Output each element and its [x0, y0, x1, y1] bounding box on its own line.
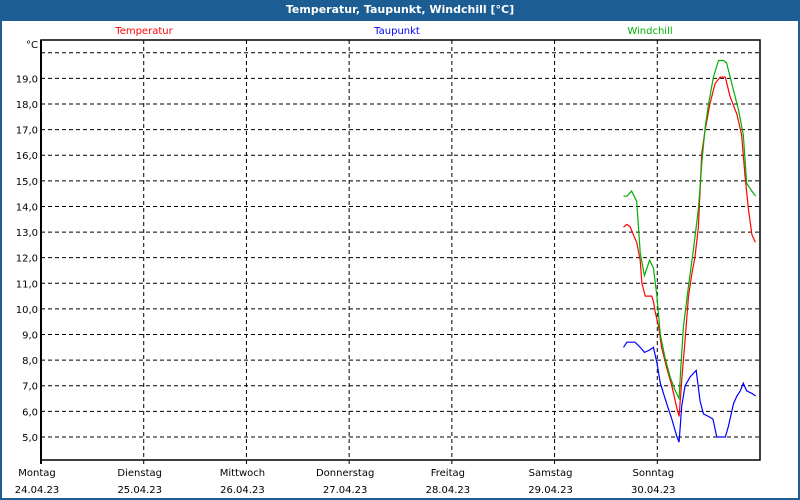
legend-windchill: Windchill	[627, 26, 672, 37]
y-tick-label: 9,0	[22, 331, 38, 342]
chart-panel: 5,0 6,0 7,0 8,0 9,0 10,0 11,0 12,0 13,0 14,0 15,0 1…	[2, 21, 798, 498]
x-tick-date: 26.04.23	[220, 485, 265, 496]
y-tick-label: 17,0	[16, 126, 38, 137]
series-line-taupunkt	[623, 341, 757, 443]
y-tick-label: 8,0	[22, 356, 38, 367]
x-tick-date: 25.04.23	[117, 485, 162, 496]
y-tick-label: 15,0	[16, 177, 38, 188]
plot-frame	[40, 39, 761, 461]
y-tick-label: 18,0	[16, 100, 38, 111]
series-line-windchill	[623, 59, 757, 401]
y-tick-label: 11,0	[16, 279, 38, 290]
y-tick-label: 12,0	[16, 254, 38, 265]
legend-temperatur: Temperatur	[114, 26, 173, 37]
y-tick-label: 7,0	[22, 382, 38, 393]
x-tick-date: 28.04.23	[426, 485, 471, 496]
x-tick-day: Dienstag	[117, 468, 162, 479]
x-tick-day: Freitag	[431, 468, 465, 479]
y-tick-label: 10,0	[16, 305, 38, 316]
y-tick-label: 5,0	[22, 433, 38, 444]
x-tick-day: Mittwoch	[220, 468, 265, 479]
x-tick-date: 30.04.23	[631, 485, 676, 496]
x-tick-day: Montag	[18, 468, 55, 479]
y-axis-unit: °C	[26, 40, 38, 51]
series-line-temperatur	[623, 76, 756, 417]
legend-taupunkt: Taupunkt	[373, 26, 420, 37]
x-tick-day: Donnerstag	[316, 468, 374, 479]
y-tick-label: 6,0	[22, 407, 38, 418]
x-tick-day: Sonntag	[633, 468, 675, 479]
x-tick-day: Samstag	[529, 468, 573, 479]
chart: 5,0 6,0 7,0 8,0 9,0 10,0 11,0 12,0 13,0 14,0 15,0 1…	[15, 26, 761, 496]
y-tick-label: 14,0	[16, 202, 38, 213]
y-tick-label: 19,0	[16, 74, 38, 85]
x-tick-date: 24.04.23	[15, 485, 60, 496]
window-title: Temperatur, Taupunkt, Windchill [°C]	[285, 3, 515, 16]
x-tick-date: 27.04.23	[323, 485, 368, 496]
y-tick-label: 13,0	[16, 228, 38, 239]
x-tick-date: 29.04.23	[528, 485, 573, 496]
y-tick-label: 16,0	[16, 151, 38, 162]
